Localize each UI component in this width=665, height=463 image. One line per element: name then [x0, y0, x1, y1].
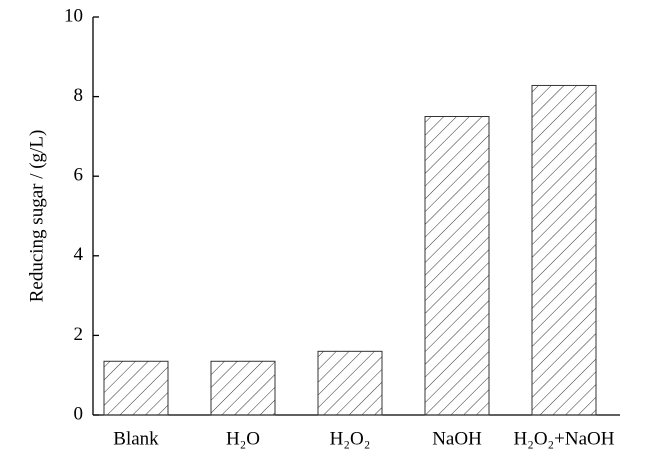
y-tick-label: 2 [74, 324, 84, 345]
x-tick-label: NaOH [432, 428, 482, 449]
x-tick-label: H₂O₂+NaOH [513, 428, 614, 449]
x-tick-label: H₂O₂ [330, 428, 371, 449]
y-tick-label: 8 [74, 85, 84, 106]
y-tick-label: 0 [74, 403, 84, 424]
bar [424, 116, 490, 416]
x-tick-label: H₂O [226, 428, 260, 449]
bar [531, 84, 597, 416]
bar [103, 360, 169, 416]
bar [210, 360, 276, 416]
y-axis-label: Reducing sugar / (g/L) [26, 130, 47, 303]
bar [317, 350, 383, 416]
x-tick-label: Blank [113, 428, 159, 449]
y-tick-label: 10 [64, 5, 83, 26]
y-tick-label: 6 [74, 165, 84, 186]
y-tick-label: 4 [74, 244, 84, 265]
